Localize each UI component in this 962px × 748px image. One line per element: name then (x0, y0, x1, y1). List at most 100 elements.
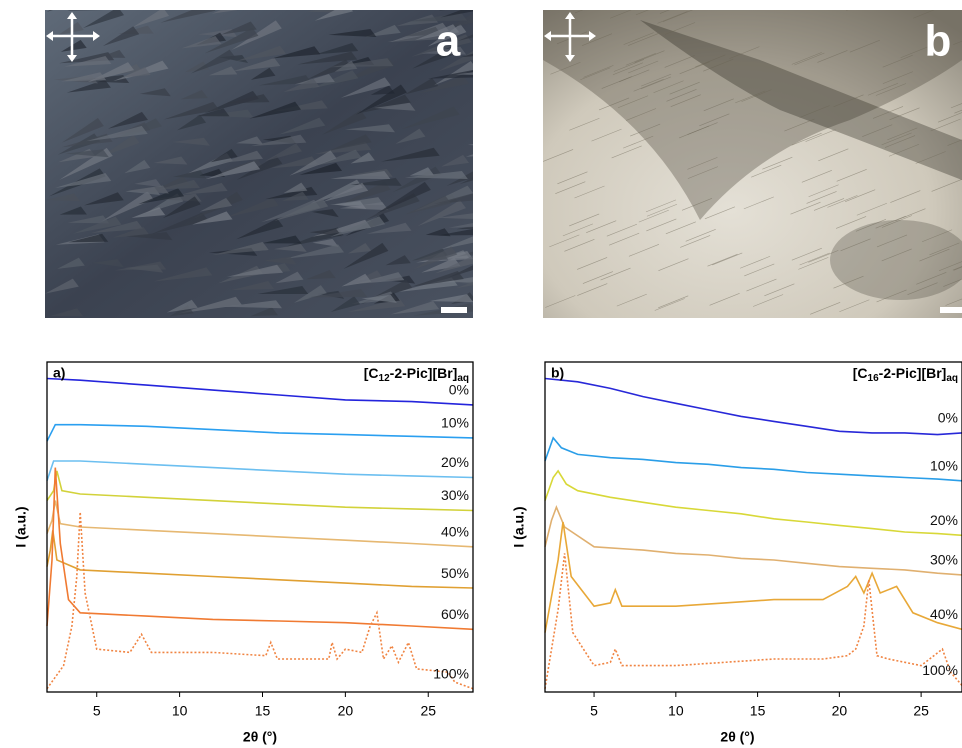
texture (664, 55, 695, 68)
scale-bar (441, 307, 467, 313)
texture (283, 78, 320, 93)
texture (306, 270, 336, 280)
texture (628, 60, 659, 74)
texture (616, 293, 647, 307)
texture (73, 216, 122, 234)
series-line (46, 423, 474, 442)
texture (704, 206, 735, 220)
texture (84, 192, 124, 206)
texture (334, 200, 367, 209)
texture (181, 35, 222, 49)
texture (562, 223, 593, 237)
texture (929, 242, 960, 256)
legend-title-part: aq (946, 373, 958, 384)
texture (221, 21, 257, 35)
texture (459, 177, 473, 185)
texture (564, 239, 595, 252)
texture (836, 216, 867, 229)
texture (418, 75, 469, 94)
texture (121, 67, 151, 78)
texture (569, 213, 600, 227)
texture (740, 255, 771, 269)
texture (312, 238, 339, 247)
texture (437, 213, 473, 219)
texture (322, 110, 367, 135)
texture (61, 72, 107, 82)
texture (92, 259, 124, 268)
texture (440, 10, 473, 18)
texture (937, 112, 962, 123)
texture (640, 76, 672, 90)
texture (258, 75, 312, 86)
texture (550, 61, 581, 75)
series-label: 30% (441, 487, 469, 503)
texture (409, 167, 435, 176)
x-tick-label: 25 (420, 703, 436, 719)
texture (950, 103, 962, 109)
texture (57, 257, 85, 269)
texture (59, 206, 87, 215)
texture (199, 197, 233, 212)
texture (61, 133, 113, 148)
series-line (544, 469, 962, 537)
texture (153, 193, 202, 202)
texture (438, 50, 473, 72)
series-line (544, 436, 962, 482)
texture (591, 128, 622, 142)
legend-title-part: -2-Pic][Br] (390, 365, 458, 381)
texture (132, 10, 170, 28)
series-line (46, 467, 474, 631)
series-label: 100% (433, 665, 469, 681)
texture (236, 136, 263, 145)
x-axis-label: 2θ (°) (243, 729, 277, 745)
texture (687, 157, 718, 170)
texture (818, 148, 849, 162)
texture (257, 286, 309, 295)
x-tick-label: 25 (913, 703, 929, 719)
texture (49, 308, 84, 317)
texture (98, 49, 126, 58)
texture (806, 191, 837, 204)
texture (945, 298, 962, 306)
texture (457, 34, 473, 41)
legend-title-part: aq (457, 373, 469, 384)
texture (545, 295, 576, 308)
texture (54, 173, 112, 188)
texture (633, 78, 664, 92)
texture (211, 10, 238, 14)
texture (645, 199, 677, 213)
texture (299, 162, 343, 175)
texture (341, 273, 372, 287)
texture (953, 40, 962, 45)
texture (310, 179, 363, 204)
texture (628, 244, 660, 257)
x-tick-label: 15 (750, 703, 766, 719)
texture (261, 235, 302, 244)
texture (699, 113, 730, 127)
texture (225, 197, 279, 218)
texture (198, 29, 238, 38)
texture (359, 94, 411, 114)
texture (836, 169, 867, 182)
texture (83, 10, 125, 29)
texture (646, 218, 677, 232)
texture (330, 216, 386, 237)
texture (180, 90, 208, 100)
plot-frame (46, 361, 474, 693)
texture (212, 242, 269, 256)
texture (839, 299, 870, 313)
texture (261, 199, 321, 223)
panel-label: b) (551, 365, 564, 381)
texture (100, 191, 154, 222)
series-line (46, 470, 474, 512)
texture (311, 70, 359, 89)
texture (895, 208, 926, 221)
texture (439, 10, 446, 11)
texture (273, 243, 307, 252)
texture (600, 267, 631, 281)
texture (669, 81, 700, 95)
texture (455, 282, 473, 289)
texture (707, 253, 738, 267)
texture (236, 155, 283, 180)
